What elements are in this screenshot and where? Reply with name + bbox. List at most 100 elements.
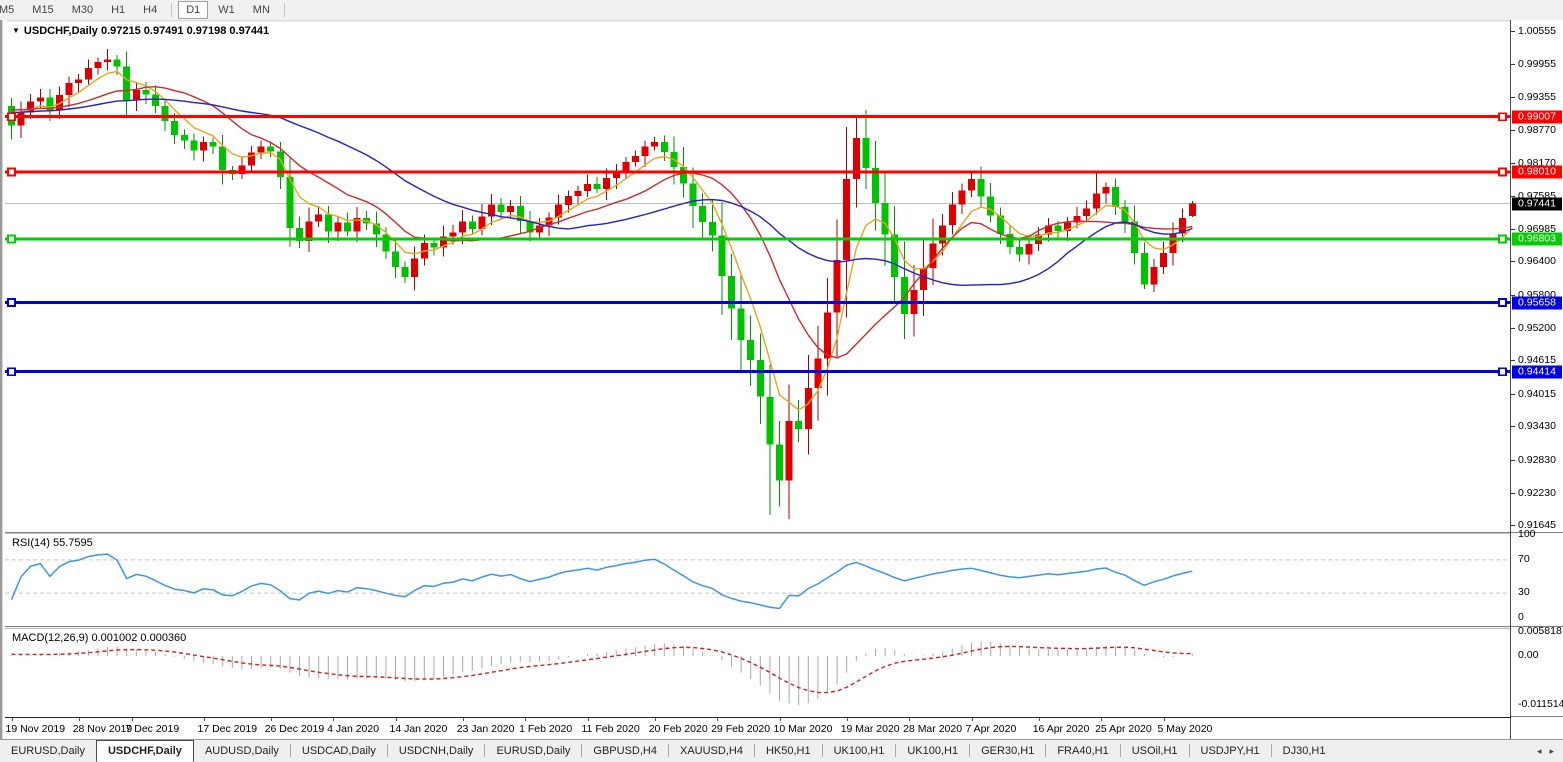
price-tick-mark (1511, 97, 1515, 99)
price-tick-label: 0.91645 (1518, 519, 1556, 532)
price-tick-label: 0.96985 (1518, 222, 1556, 235)
rsi-panel[interactable]: RSI(14) 55.7595 (5, 533, 1511, 627)
tab-separator (1188, 744, 1190, 757)
timeframe-toolbar: M5 M15 M30 H1 H4 D1 W1 MN (0, 0, 1563, 21)
rsi-scale-label: 30 (1518, 586, 1530, 599)
hline-price-tag: 0.94414 (1512, 365, 1562, 379)
price-tick-label: 0.99955 (1518, 58, 1556, 71)
chart-tab-HK50-H1[interactable]: HK50,H1 (765, 745, 811, 757)
chart-tab-UK100-H1[interactable]: UK100,H1 (833, 745, 885, 757)
axis-divider (1511, 626, 1563, 627)
chart-tab-USDJPY-H1[interactable]: USDJPY,H1 (1200, 745, 1260, 757)
chart-tab-EURUSD-Daily[interactable]: EURUSD,Daily (496, 745, 571, 757)
price-tick-mark (1511, 64, 1515, 66)
chart-tab-GER30-H1[interactable]: GER30,H1 (981, 745, 1035, 757)
timeframe-button-MN[interactable]: MN (252, 4, 270, 16)
tab-scroll-left-icon[interactable]: ◂ (1536, 745, 1542, 756)
chart-tab-XAUUSD-H4[interactable]: XAUUSD,H4 (679, 745, 743, 757)
price-tick-label: 0.94015 (1518, 387, 1556, 400)
timeframe-button-D1[interactable]: D1 (178, 1, 209, 19)
price-tick-label: 0.92230 (1518, 486, 1556, 499)
tab-scroll-right-icon[interactable]: ▸ (1549, 745, 1554, 756)
price-tick-label: 0.96400 (1518, 255, 1556, 268)
macd-label: MACD(12,26,9) 0.001002 0.000360 (12, 632, 187, 644)
date-tick-mark (395, 718, 397, 721)
price-tick-mark (1511, 228, 1515, 230)
timeframe-button-H4[interactable]: H4 (143, 4, 158, 16)
date-label: 26 Dec 2019 (264, 723, 325, 735)
hline-price-tag: 0.99007 (1512, 110, 1562, 124)
hline-price-tag: 0.95658 (1512, 296, 1562, 309)
date-tick-mark (587, 718, 589, 721)
date-tick-mark (1163, 718, 1165, 721)
date-label: 20 Feb 2020 (648, 723, 708, 735)
rsi-label: RSI(14) 55.7595 (12, 537, 93, 549)
price-tick-mark (1511, 30, 1515, 32)
chart-tab-FRA40-H1[interactable]: FRA40,H1 (1057, 745, 1109, 757)
date-axis[interactable]: 19 Nov 2019 28 Nov 2019 7 Dec 2019 17 Dec 2… (5, 718, 1511, 739)
timeframe-button-M15[interactable]: M15 (32, 4, 54, 16)
date-tick-mark (270, 718, 272, 721)
chart-tab-UK100-H1[interactable]: UK100,H1 (907, 745, 959, 757)
tab-separator (821, 744, 823, 757)
date-label: 14 Jan 2020 (389, 723, 448, 735)
timeframe-button-M30[interactable]: M30 (71, 4, 94, 16)
date-label: 1 Feb 2020 (519, 723, 573, 735)
window-left-frame (0, 20, 7, 739)
date-label: 11 Feb 2020 (581, 723, 640, 735)
date-label: 17 Dec 2019 (197, 723, 258, 735)
chart-tab-DJ30-H1[interactable]: DJ30,H1 (1282, 745, 1326, 757)
price-tick-label: 0.94615 (1518, 354, 1556, 367)
price-tick-mark (1511, 492, 1515, 494)
price-axis[interactable]: 1.00555 0.99955 0.99355 0.98770 0.98170 0.975… (1510, 20, 1563, 739)
chart-tab-AUDUSD-Daily[interactable]: AUDUSD,Daily (204, 745, 279, 757)
chart-tab-USDCAD-Daily[interactable]: USDCAD,Daily (301, 745, 376, 757)
chart-tab-USOil-H1[interactable]: USOil,H1 (1131, 745, 1178, 757)
candlestick-canvas[interactable] (5, 22, 1511, 532)
date-tick-mark (654, 718, 656, 721)
chart-tab-EURUSD-Daily[interactable]: EURUSD,Daily (11, 745, 85, 757)
collapse-arrow-icon[interactable]: ▼ (12, 26, 20, 35)
date-tick-mark (846, 718, 848, 721)
timeframe-button-W1[interactable]: W1 (218, 4, 235, 16)
date-tick-mark (717, 718, 719, 721)
hline-price-tag: 0.96803 (1512, 232, 1562, 246)
macd-panel[interactable]: MACD(12,26,9) 0.001002 0.000360 (5, 628, 1511, 719)
chart-ohlc-values: 0.97215 0.97491 0.97198 0.97441 (100, 25, 270, 37)
price-tick-label: 0.99355 (1518, 91, 1556, 104)
price-tick-mark (1511, 195, 1515, 197)
price-tick-mark (1511, 163, 1515, 165)
chart-tab-USDCNH-Daily[interactable]: USDCNH,Daily (398, 745, 474, 757)
tab-separator (969, 744, 971, 757)
timeframe-button-H1[interactable]: H1 (111, 4, 126, 16)
date-tick-mark (1101, 718, 1103, 721)
tab-separator (753, 744, 755, 757)
chart-title: ▼ USDCHF,Daily 0.97215 0.97491 0.97198 0.… (12, 25, 269, 37)
chart-tab-USDCHF-Daily[interactable]: USDCHF,Daily (95, 740, 194, 762)
date-tick-mark (779, 718, 781, 721)
date-label: 28 Mar 2020 (903, 723, 963, 735)
timeframe-button-M5[interactable]: M5 (0, 4, 15, 16)
rsi-canvas[interactable] (5, 534, 1511, 626)
axis-divider (1511, 716, 1563, 717)
date-label: 7 Apr 2020 (965, 723, 1017, 735)
date-label: 29 Feb 2020 (711, 723, 771, 735)
tab-separator (895, 744, 897, 757)
price-tick-mark (1511, 294, 1515, 296)
macd-scale-label: 0.00 (1518, 649, 1539, 661)
price-tick-mark (1511, 261, 1515, 263)
macd-canvas[interactable] (5, 629, 1511, 717)
price-tick-mark (1511, 525, 1515, 527)
price-tick-label: 1.00555 (1518, 24, 1556, 37)
current-price-tag: 0.97441 (1512, 197, 1562, 211)
chart-tab-GBPUSD-H4[interactable]: GBPUSD,H4 (593, 745, 657, 757)
rsi-scale-label: 0 (1518, 611, 1524, 623)
date-label: 10 Mar 2020 (773, 723, 833, 735)
date-tick-mark (131, 718, 133, 721)
tab-separator (484, 744, 486, 757)
toolbar-separator (283, 3, 285, 17)
price-tick-label: 0.98770 (1518, 123, 1556, 136)
price-tick-mark (1511, 459, 1515, 461)
main-chart-panel[interactable]: ▼ USDCHF,Daily 0.97215 0.97491 0.97198 0.… (5, 22, 1511, 533)
date-label: 5 May 2020 (1157, 723, 1213, 735)
